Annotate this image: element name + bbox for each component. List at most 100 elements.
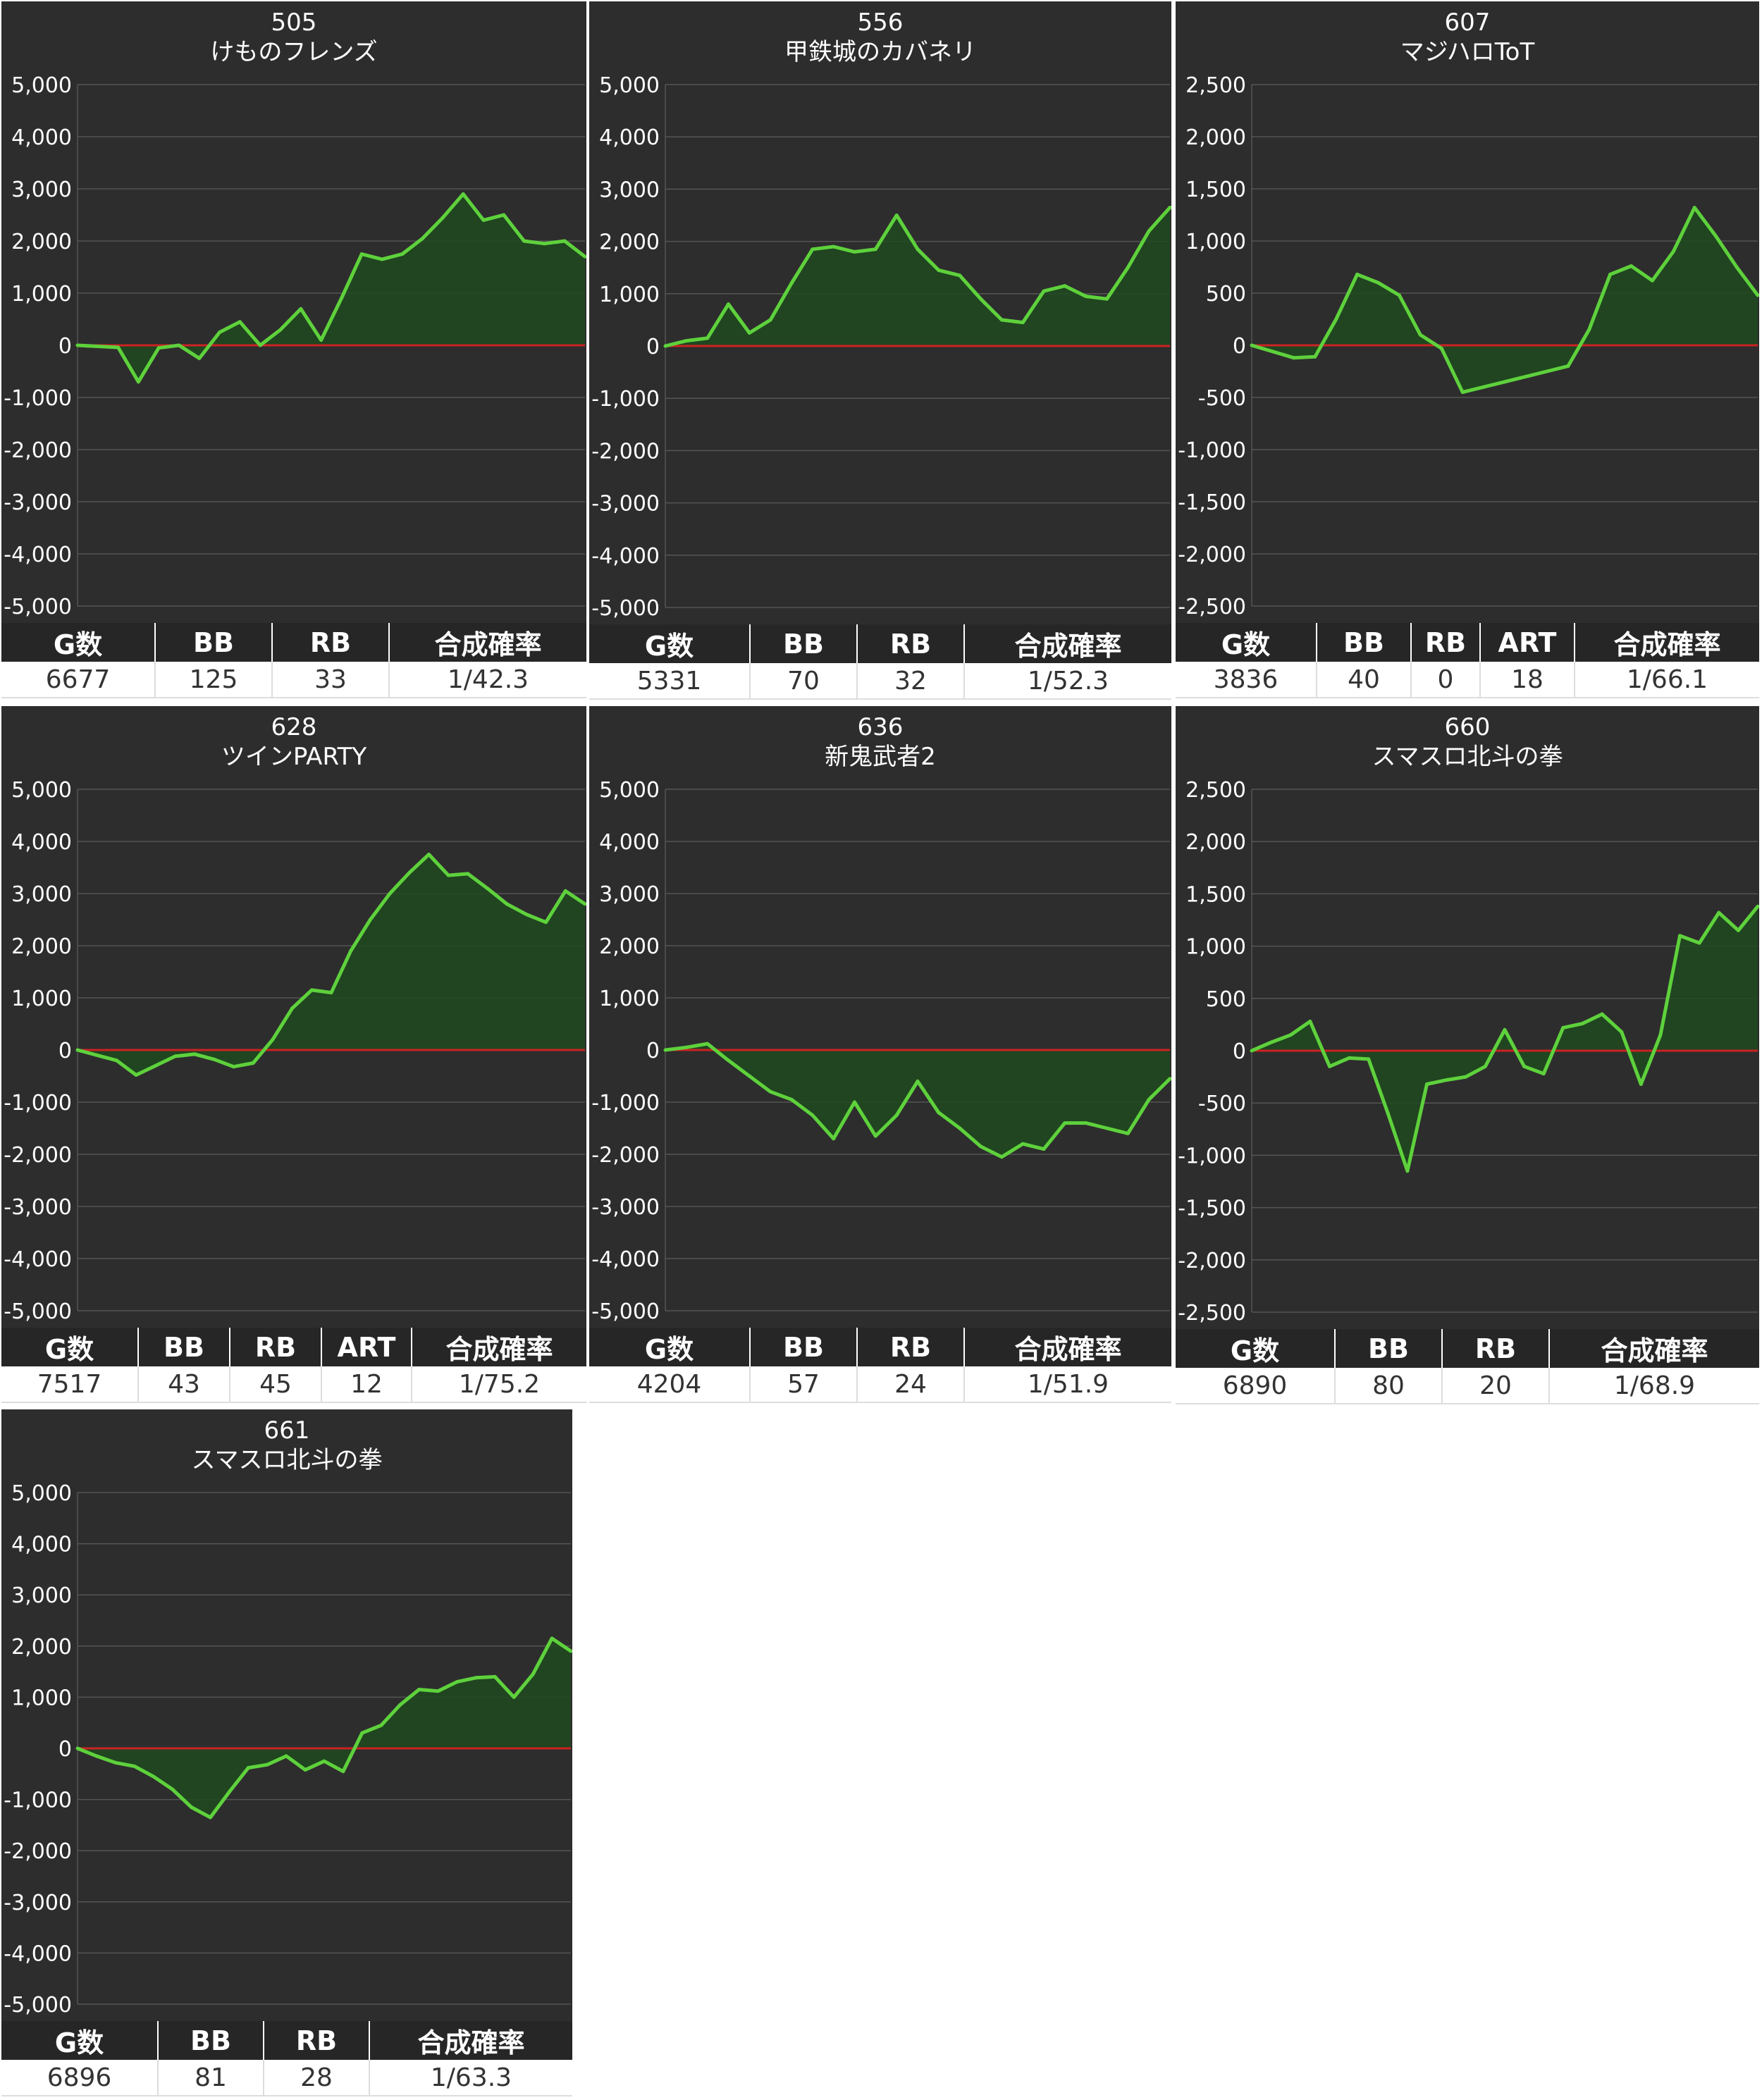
data-point (1126, 266, 1130, 270)
y-tick-label: -2,000 (4, 1839, 72, 1864)
data-point (197, 357, 202, 360)
y-tick-label: 0 (58, 1039, 72, 1063)
combined-probability-header: 合成確率 (963, 624, 1171, 663)
y-tick-label: 2,000 (11, 934, 72, 959)
data-point (1671, 249, 1675, 254)
bb-value: 40 (1316, 662, 1411, 698)
data-point (341, 1769, 345, 1774)
y-tick-label: 1,000 (599, 283, 660, 307)
y-tick-label: 2,000 (11, 230, 72, 254)
y-tick-label: -1,000 (591, 1091, 660, 1116)
y-tick-label: -1,000 (4, 1789, 72, 1813)
y-tick-label: 1,000 (1185, 230, 1246, 254)
data-point (1481, 385, 1486, 389)
data-point (1126, 1131, 1130, 1135)
machine-name: 甲鉄城のカバネリ (784, 38, 976, 66)
data-point (152, 1774, 156, 1779)
y-tick-label: 0 (1233, 334, 1246, 359)
chart-area: 2,500 2,000 1,500 1,000 500 0 -500 -1,000 -1,500… (1176, 1, 1759, 623)
stats-header-row: G数 BB RB 合成確率 (1176, 1329, 1759, 1368)
data-point (474, 1676, 478, 1680)
data-point (251, 1061, 255, 1065)
rb-value: 45 (229, 1366, 321, 1403)
games-header: G数 (589, 1328, 750, 1366)
data-point (522, 239, 526, 243)
bb-header: BB (154, 623, 272, 662)
y-tick-label: 2,000 (1185, 830, 1246, 855)
games-header: G数 (1, 1328, 138, 1366)
bb-header: BB (157, 2021, 264, 2060)
games-value: 3836 (1176, 662, 1317, 698)
y-tick-label: -2,000 (4, 438, 72, 463)
data-point (349, 949, 353, 953)
data-point (684, 1045, 689, 1049)
y-tick-label: 4,000 (11, 125, 72, 150)
data-point (1168, 1077, 1171, 1081)
chart-area: 5,000 4,000 3,000 2,000 1,000 0 -1,000 -2,000 -3… (1, 706, 586, 1328)
games-header: G数 (1, 623, 155, 662)
data-point (271, 1037, 275, 1042)
data-point (979, 297, 982, 301)
rb-value: 28 (263, 2060, 369, 2096)
combined-probability-value: 1/63.3 (369, 2060, 572, 2096)
rb-header: RB (1441, 1329, 1549, 1368)
data-point (113, 1760, 118, 1765)
data-point (339, 296, 343, 300)
data-point (958, 1126, 962, 1130)
data-point (811, 247, 815, 252)
games-value: 6890 (1176, 1368, 1335, 1404)
y-tick-label: 3,000 (11, 882, 72, 907)
data-point (75, 1746, 80, 1750)
data-point (1600, 1012, 1604, 1016)
data-point (407, 870, 412, 875)
machine-panel-556: 5,000 4,000 3,000 2,000 1,000 0 -1,000 -2,000 -3… (589, 1, 1171, 702)
data-point (1697, 941, 1701, 945)
profit-chart: 2,500 2,000 1,500 1,000 500 0 -500 -1,000 -1,500… (1178, 778, 1759, 1326)
data-point (1503, 380, 1507, 384)
combined-probability-value: 1/42.3 (388, 662, 586, 698)
machine-number: 636 (857, 713, 904, 741)
data-point (1629, 264, 1633, 268)
combined-probability-header: 合成確率 (1548, 1329, 1759, 1368)
data-point (569, 1649, 572, 1653)
machine-panel-607: 2,500 2,000 1,500 1,000 500 0 -500 -1,000 -1,500… (1176, 1, 1759, 700)
chart-area: 5,000 4,000 3,000 2,000 1,000 0 -1,000 -2,000 -3… (589, 706, 1171, 1328)
rb-header: RB (856, 1328, 964, 1366)
data-point (1405, 1169, 1410, 1173)
games-value: 5331 (589, 663, 750, 700)
data-point (1084, 295, 1088, 298)
data-point (440, 216, 445, 220)
machine-name: けものフレンズ (210, 38, 378, 66)
area-fill (78, 194, 585, 382)
machine-number: 607 (1444, 8, 1491, 37)
data-point (1541, 1072, 1546, 1076)
data-point (232, 1065, 235, 1069)
data-point (177, 343, 181, 347)
y-tick-label: -2,500 (1178, 595, 1246, 619)
area-fill (78, 854, 585, 1075)
machine-name: ツインPARTY (221, 743, 367, 771)
data-point (663, 1048, 667, 1052)
chart-area: 2,500 2,000 1,500 1,000 500 0 -500 -1,000 -1,500… (1176, 706, 1759, 1329)
y-tick-label: -4,000 (4, 1247, 72, 1272)
data-point (1639, 1082, 1643, 1086)
data-point (1105, 1126, 1109, 1130)
bb-header: BB (1334, 1329, 1442, 1368)
stats-table: G数 BB RB 合成確率 6890 80 20 1/68.9 (1176, 1329, 1759, 1404)
data-point (379, 1723, 383, 1727)
data-point (768, 1089, 772, 1094)
games-value: 4204 (589, 1366, 750, 1403)
chart-area: 5,000 4,000 3,000 2,000 1,000 0 -1,000 -2,000 -3… (1, 1, 586, 623)
stats-table: G数 BB RB ART 合成確率 3836 40 0 18 1/66.1 (1176, 623, 1759, 698)
games-header: G数 (1, 2021, 158, 2060)
data-point (1561, 1025, 1565, 1030)
y-tick-label: 0 (1233, 1039, 1246, 1064)
bb-header: BB (1316, 623, 1411, 662)
games-value: 7517 (1, 1366, 138, 1403)
games-value: 6896 (1, 2060, 158, 2096)
profit-chart: 5,000 4,000 3,000 2,000 1,000 0 -1,000 -2,000 -3… (591, 778, 1171, 1324)
data-point (550, 1636, 554, 1641)
data-point (1713, 234, 1718, 238)
data-point (979, 1144, 982, 1149)
data-point (706, 1042, 710, 1046)
